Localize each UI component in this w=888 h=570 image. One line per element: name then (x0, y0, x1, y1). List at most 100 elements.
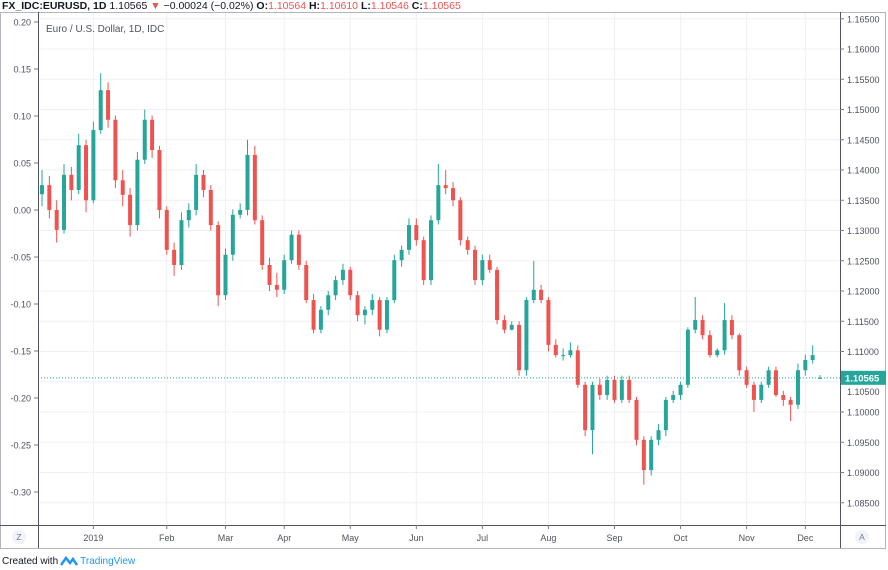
last-price-badge: 1.10565 (841, 370, 886, 385)
chart-header: FX_IDC:EURUSD, 1D 1.10565 ▼ −0.00024 (−0… (2, 0, 461, 13)
right-tick-label: 1.12500 (847, 256, 880, 266)
candle (326, 291, 331, 316)
candle (47, 176, 52, 219)
candle (128, 188, 133, 237)
candle-body (590, 384, 595, 431)
candle (451, 182, 456, 207)
candle-body (722, 320, 727, 351)
candle-body (737, 335, 742, 371)
candle-body (715, 350, 720, 356)
candle-body (91, 130, 96, 201)
candle (678, 381, 683, 400)
candle (333, 275, 338, 301)
candle-body (656, 430, 661, 440)
candle (803, 354, 808, 376)
auto-scale-button[interactable]: A (855, 530, 869, 544)
candle (69, 166, 74, 201)
candle (707, 330, 712, 358)
candle (260, 215, 265, 270)
candle (715, 348, 720, 358)
candle-body (429, 220, 433, 281)
candle (355, 291, 360, 322)
candle (84, 139, 89, 213)
candle-body (810, 355, 815, 360)
close-label: C: (411, 0, 423, 12)
candle-body (84, 145, 89, 201)
candle-body (509, 324, 514, 330)
left-tick-label: 0.15 (13, 65, 31, 75)
candle (318, 306, 323, 334)
candle (135, 151, 140, 231)
candle (40, 170, 44, 207)
right-tick-label: 1.09000 (847, 468, 880, 478)
time-axis[interactable]: 2019 Feb Mar Apr May Jun Jul Aug Sep Oct Nov Dec (83, 525, 814, 543)
right-tick-label: 1.11500 (847, 317, 879, 327)
candle-body (575, 350, 580, 385)
candle (693, 297, 698, 334)
right-tick-label: 1.08500 (847, 498, 880, 508)
time-tick-label: Feb (159, 533, 175, 543)
candle (781, 390, 786, 406)
candlestick-chart[interactable]: 0.20 0.15 0.10 0.05 0.00 -0.05 -0.10 -0.15 -0.20… (0, 0, 888, 552)
left-tick-label: 0.20 (13, 18, 31, 28)
candle-body (546, 300, 551, 345)
candle-body (641, 439, 646, 471)
candle (700, 315, 705, 340)
time-tick-label: Oct (674, 533, 689, 543)
candle-body (40, 185, 44, 195)
candle (164, 206, 169, 255)
candle-body (597, 384, 602, 396)
candle (751, 381, 756, 412)
left-tick-label: -0.05 (10, 253, 31, 263)
candle (539, 284, 544, 304)
candle-body (502, 320, 507, 330)
right-axis[interactable]: 1.16500 1.16000 1.15500 1.15000 1.14500 1.140… (840, 14, 880, 508)
candle (561, 348, 566, 361)
candle-body (634, 399, 639, 440)
candle (230, 209, 235, 261)
candle (810, 345, 815, 364)
candle-body (487, 260, 492, 270)
candle-body (230, 214, 235, 255)
candle-body (663, 399, 668, 431)
candle (634, 396, 639, 446)
candle (150, 115, 155, 158)
time-tick-label: Jun (409, 533, 424, 543)
candle (362, 306, 367, 325)
high-label: H: (308, 0, 321, 12)
candle-body (451, 188, 456, 201)
candle-body (282, 260, 287, 290)
candle (238, 203, 243, 219)
candle-body (348, 269, 353, 296)
candle (766, 366, 771, 388)
candle (458, 197, 463, 246)
candle-body (671, 395, 676, 400)
candle-body (788, 399, 793, 405)
candle (106, 82, 111, 128)
last-price: 1.10565 (109, 0, 148, 12)
candle-body (421, 240, 426, 281)
candle-body (729, 320, 734, 336)
close-value: 1.10565 (422, 0, 461, 12)
candle-body (612, 379, 617, 400)
auto-scale-left-button[interactable]: Z (12, 530, 26, 544)
left-tick-label: 0.00 (13, 206, 31, 216)
time-tick-label: Mar (218, 533, 234, 543)
candle (274, 272, 279, 298)
candle-body (62, 174, 67, 230)
candle (113, 115, 118, 189)
candle (627, 375, 632, 403)
tradingview-link[interactable]: TradingView (80, 555, 136, 567)
candle (399, 245, 404, 267)
candle-body (186, 209, 191, 221)
candle-body (223, 254, 228, 296)
candle-body (406, 225, 411, 250)
candle-body (128, 194, 133, 226)
candle (421, 236, 426, 285)
candle (406, 218, 411, 255)
time-tick-label: Apr (277, 533, 291, 543)
candle (179, 212, 184, 270)
candle-body (333, 280, 338, 296)
candle (818, 375, 822, 379)
candle-body (773, 370, 778, 396)
